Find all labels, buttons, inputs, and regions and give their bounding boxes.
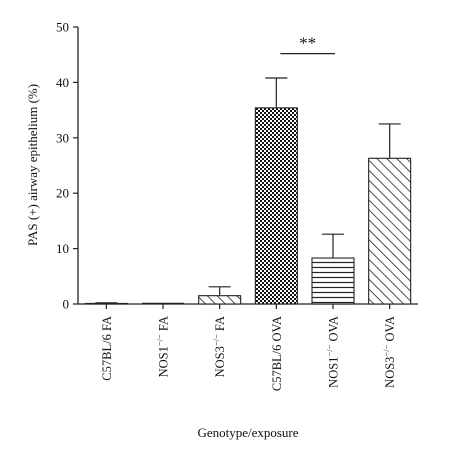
x-tick-label-base: NOS3 <box>383 357 397 388</box>
x-tick-label: NOS1−/− OVA <box>325 316 341 388</box>
y-tick-label: 0 <box>63 297 70 312</box>
y-tick-label: 50 <box>56 20 69 35</box>
x-tick-label-superscript: −/− <box>325 344 335 356</box>
bar <box>198 295 242 305</box>
x-tick-label-tail: FA <box>213 316 227 334</box>
x-axis-label: Genotype/exposure <box>197 425 298 440</box>
x-tick-label-tail: FA <box>157 316 171 334</box>
x-tick-label-base: NOS1 <box>157 346 171 377</box>
bar <box>84 302 128 305</box>
y-tick-label: 10 <box>56 241 69 256</box>
bar <box>368 157 412 305</box>
x-tick-label-base: C57BL/6 FA <box>100 316 114 381</box>
x-tick-label: C57BL/6 FA <box>100 316 114 381</box>
bar <box>311 257 355 305</box>
x-tick-label-base: C57BL/6 OVA <box>270 316 284 391</box>
significance-marker: ** <box>280 34 335 55</box>
y-axis-label: PAS (+) airway epithelium (%) <box>25 84 40 246</box>
x-tick-label: NOS3−/− FA <box>211 316 227 377</box>
x-tick-label: NOS1−/− FA <box>155 316 171 377</box>
y-tick-label: 30 <box>56 130 69 145</box>
x-tick-label: NOS3−/− OVA <box>381 316 397 388</box>
error-bars-group <box>95 77 401 304</box>
bars-group <box>84 107 412 305</box>
y-tick-label: 40 <box>56 75 69 90</box>
bar <box>254 107 298 305</box>
x-tick-label: C57BL/6 OVA <box>270 316 284 391</box>
x-tick-label-superscript: −/− <box>381 344 391 356</box>
x-tick-label-tail: OVA <box>327 316 341 345</box>
x-tick-label-superscript: −/− <box>211 334 221 346</box>
x-tick-label-base: NOS3 <box>213 346 227 377</box>
y-axis: 0 10 20 30 40 50 PAS (+) airway epithelium (%… <box>25 20 79 312</box>
x-tick-label-base: NOS1 <box>327 357 341 388</box>
x-tick-label-tail: OVA <box>383 316 397 345</box>
x-tick-label-superscript: −/− <box>155 334 165 346</box>
y-tick-label: 20 <box>56 186 69 201</box>
significance-label: ** <box>299 34 316 53</box>
